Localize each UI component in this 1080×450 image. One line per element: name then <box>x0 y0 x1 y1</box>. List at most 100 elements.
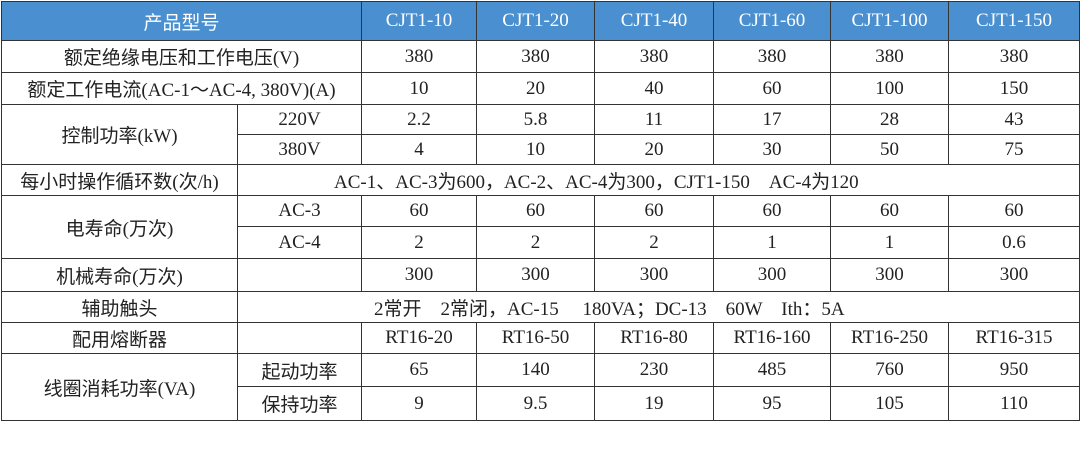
value-cell: 300 <box>830 258 950 292</box>
value-cell: 11 <box>594 104 715 135</box>
value-cell: 5.8 <box>476 104 596 135</box>
spec-table: 产品型号 CJT1-10 CJT1-20 CJT1-40 CJT1-60 CJT1-100… <box>0 1 1080 421</box>
value-cell: 2.2 <box>361 104 478 135</box>
value-cell: 17 <box>713 104 832 135</box>
value-cell: 485 <box>713 353 832 387</box>
value-cell: RT16-80 <box>594 322 715 354</box>
sub-label: 220V <box>236 104 363 135</box>
table-row: 控制功率(kW) 220V 2.2 5.8 11 17 28 43 <box>1 104 1080 165</box>
value-cell: 50 <box>830 134 950 165</box>
header-model: CJT1-100 <box>830 1 950 41</box>
value-cell: 300 <box>594 258 715 292</box>
header-title: 产品型号 <box>0 1 363 41</box>
table-row: 机械寿命(万次) 300 300 300 300 300 300 <box>1 258 1080 292</box>
empty-cell <box>236 258 363 292</box>
value-cell: 380 <box>361 40 478 73</box>
table-row: 产品型号 CJT1-10 CJT1-20 CJT1-40 CJT1-60 CJT1-100… <box>0 1 1080 41</box>
value-cell: 60 <box>713 72 832 105</box>
row-label: 电寿命(万次) <box>1 195 238 259</box>
value-cell: 43 <box>948 104 1080 135</box>
value-cell: 1 <box>830 226 950 259</box>
value-cell: 105 <box>830 386 950 421</box>
value-cell: 60 <box>476 195 596 227</box>
value-cell: 10 <box>361 72 478 105</box>
value-cell: 9.5 <box>476 386 596 421</box>
value-cell: 380 <box>713 40 832 73</box>
value-cell: 300 <box>948 258 1080 292</box>
value-cell: 75 <box>948 134 1080 165</box>
value-cell: 380 <box>948 40 1080 73</box>
table-row: 辅助触头 2常开 2常闭，AC-15 180VA；DC-13 60W Ith：5A <box>1 291 1080 323</box>
value-cell: 30 <box>713 134 832 165</box>
value-cell: 380 <box>476 40 596 73</box>
value-cell: 60 <box>594 195 715 227</box>
value-cell: 380 <box>594 40 715 73</box>
value-cell: 9 <box>361 386 478 421</box>
empty-cell <box>236 322 363 354</box>
value-cell: 300 <box>361 258 478 292</box>
row-label: 额定工作电流(AC-1～AC-4, 380V)(A) <box>0 72 363 105</box>
value-cell: 20 <box>476 72 596 105</box>
value-cell: 60 <box>948 195 1080 227</box>
value-cell: RT16-50 <box>476 322 596 354</box>
value-cell: 300 <box>476 258 596 292</box>
value-cell: 60 <box>361 195 478 227</box>
value-cell: 380 <box>830 40 950 73</box>
table-row: 线圈消耗功率(VA) 起动功率 65 140 230 485 760 950 <box>1 353 1080 421</box>
value-cell: 1 <box>713 226 832 259</box>
value-cell: 150 <box>948 72 1080 105</box>
value-cell: RT16-315 <box>948 322 1080 354</box>
merged-text: 2常开 2常闭，AC-15 180VA；DC-13 60W Ith：5A <box>236 291 1080 323</box>
value-cell: 19 <box>594 386 715 421</box>
value-cell: 60 <box>713 195 832 227</box>
table-row: 380V 4 10 20 30 50 75 <box>2 134 1080 165</box>
value-cell: 60 <box>830 195 950 227</box>
header-model: CJT1-20 <box>476 1 596 41</box>
value-cell: RT16-160 <box>713 322 832 354</box>
header-model: CJT1-10 <box>361 1 478 41</box>
table-row: 每小时操作循环数(次/h) AC-1、AC-3为600，AC-2、AC-4为300… <box>1 164 1080 196</box>
merged-text: AC-1、AC-3为600，AC-2、AC-4为300，CJT1-150 AC-… <box>236 164 1080 196</box>
value-cell: RT16-250 <box>830 322 950 354</box>
table-row: AC-4 2 2 2 1 1 0.6 <box>2 226 1080 259</box>
header-model: CJT1-40 <box>594 1 715 41</box>
value-cell: 230 <box>594 353 715 387</box>
table-row: 保持功率 9 9.5 19 95 105 110 <box>2 386 1080 421</box>
table-row: 配用熔断器 RT16-20 RT16-50 RT16-80 RT16-160 RT16-2… <box>1 322 1080 354</box>
value-cell: 65 <box>361 353 478 387</box>
value-cell: 110 <box>948 386 1080 421</box>
value-cell: 40 <box>594 72 715 105</box>
row-label: 控制功率(kW) <box>1 104 238 165</box>
table-row: 电寿命(万次) AC-3 60 60 60 60 60 60 <box>1 195 1080 259</box>
value-cell: 4 <box>361 134 478 165</box>
value-cell: 20 <box>594 134 715 165</box>
value-cell: 950 <box>948 353 1080 387</box>
value-cell: 28 <box>830 104 950 135</box>
value-cell: RT16-20 <box>361 322 478 354</box>
sub-label: 380V <box>236 134 363 165</box>
value-cell: 2 <box>361 226 478 259</box>
table-row: 额定工作电流(AC-1～AC-4, 380V)(A) 10 20 40 60 100 150 <box>0 72 1080 105</box>
value-cell: 0.6 <box>948 226 1080 259</box>
row-label: 线圈消耗功率(VA) <box>1 353 238 421</box>
sub-label: AC-4 <box>236 226 363 259</box>
header-model: CJT1-150 <box>948 1 1080 41</box>
value-cell: 2 <box>476 226 596 259</box>
row-label: 每小时操作循环数(次/h) <box>1 164 238 196</box>
value-cell: 2 <box>594 226 715 259</box>
sub-label: 起动功率 <box>236 353 363 387</box>
sub-label: AC-3 <box>236 195 363 227</box>
value-cell: 95 <box>713 386 832 421</box>
value-cell: 100 <box>830 72 950 105</box>
value-cell: 140 <box>476 353 596 387</box>
value-cell: 760 <box>830 353 950 387</box>
value-cell: 10 <box>476 134 596 165</box>
sub-label: 保持功率 <box>236 386 363 421</box>
row-label: 辅助触头 <box>1 291 238 323</box>
value-cell: 300 <box>713 258 832 292</box>
row-label: 配用熔断器 <box>1 322 238 354</box>
header-model: CJT1-60 <box>713 1 832 41</box>
row-label: 机械寿命(万次) <box>1 258 238 292</box>
row-label: 额定绝缘电压和工作电压(V) <box>0 40 363 73</box>
table-row: 额定绝缘电压和工作电压(V) 380 380 380 380 380 380 <box>0 40 1080 73</box>
